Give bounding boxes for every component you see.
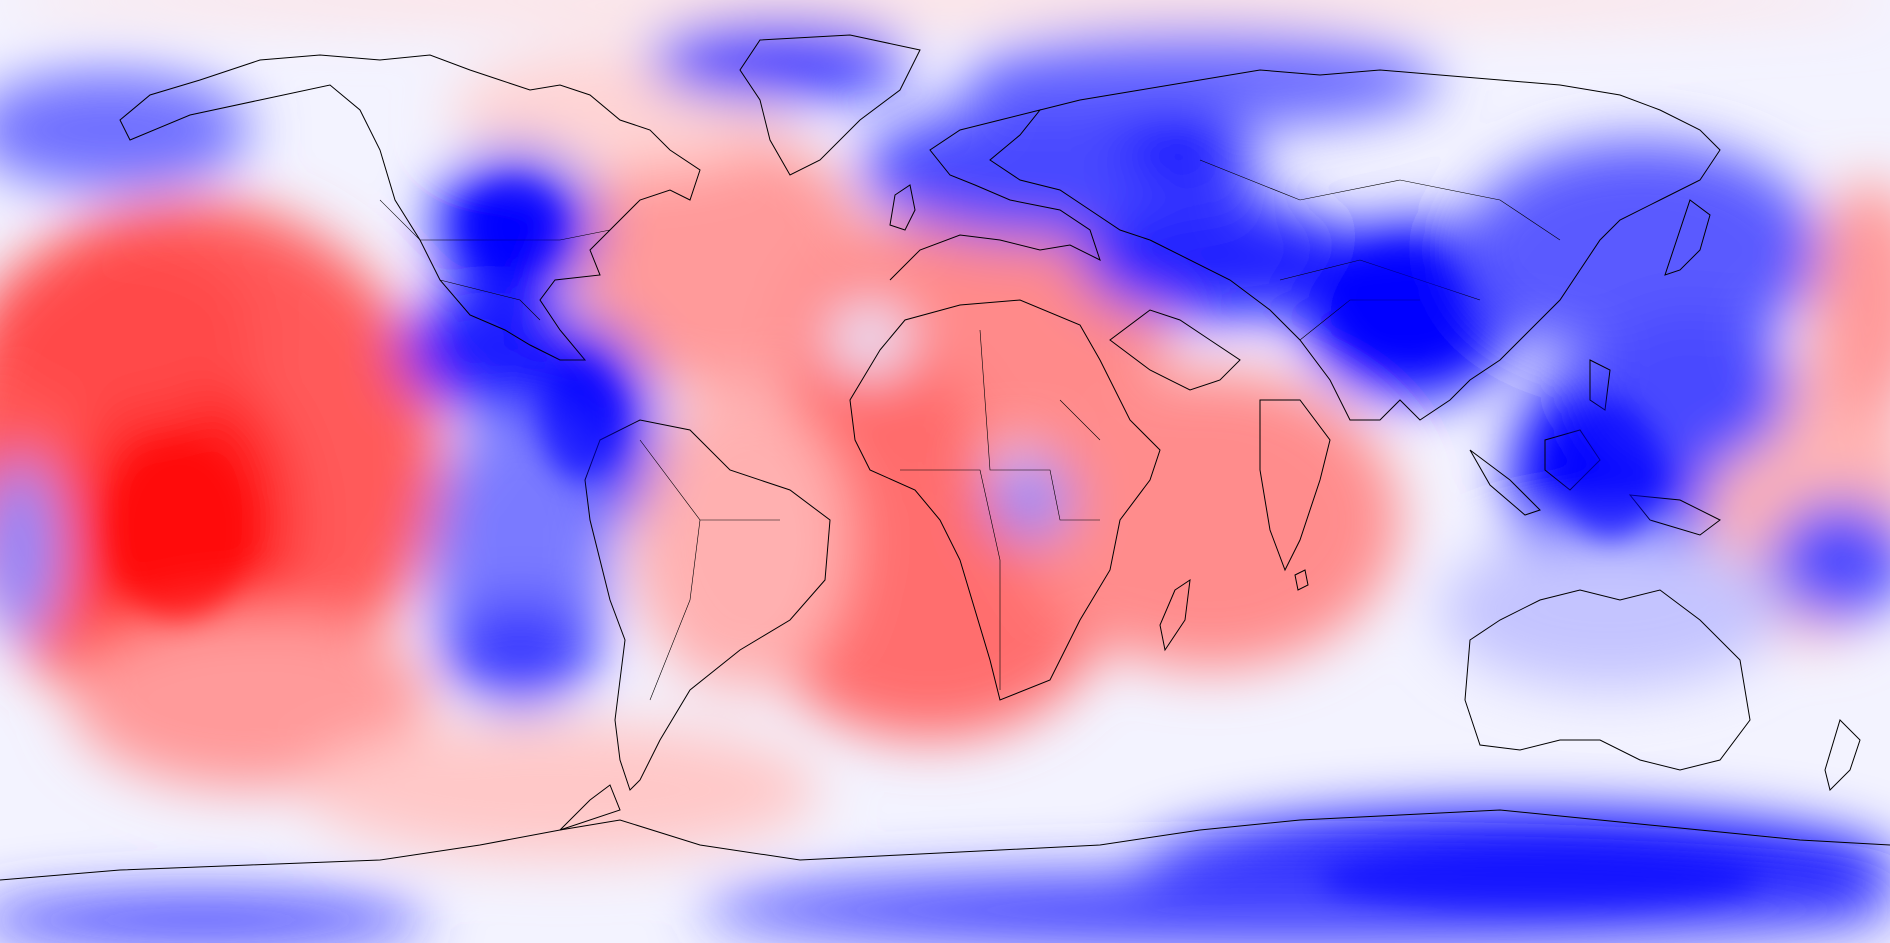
- anomaly-north-pacific-red: [0, 240, 260, 420]
- anomaly-east-pacific-dateline: [0, 460, 60, 640]
- coast-sri-lanka: [1294, 569, 1309, 591]
- coast-greenland: [739, 34, 921, 176]
- coast-australia: [1464, 589, 1751, 771]
- coast-sumatra: [1469, 449, 1541, 516]
- coast-antarctica: [0, 809, 1890, 881]
- anomaly-central-asia: [1080, 200, 1360, 320]
- border-africa: [900, 329, 1101, 690]
- coast-europe: [889, 109, 1151, 281]
- core-central-pacific: [110, 440, 250, 620]
- coast-arabia: [1109, 309, 1241, 391]
- coast-south-america: [584, 419, 831, 791]
- anomaly-southwest-pacific: [1770, 500, 1890, 620]
- core-east-antarctica: [1320, 850, 1760, 910]
- coast-madagascar: [1159, 578, 1191, 652]
- border-south-america: [639, 439, 780, 701]
- anomaly-indian-ocean: [1020, 370, 1400, 670]
- anomaly-east-asia: [1460, 140, 1820, 360]
- anomaly-south-pacific-red: [70, 610, 430, 790]
- core-south-america-west: [540, 360, 620, 480]
- anomaly-west-antarctica: [300, 720, 820, 860]
- coast-india: [1259, 399, 1331, 572]
- coast-british-isles: [889, 184, 916, 231]
- anomaly-central-africa: [990, 460, 1070, 540]
- anomaly-west-africa-blue: [830, 305, 910, 375]
- coast-japan: [1664, 199, 1711, 276]
- coast-new-zealand: [1824, 719, 1861, 791]
- coast-north-america: [119, 54, 701, 361]
- anomaly-russia-core: [1120, 110, 1240, 180]
- core-maritime-continent: [1560, 400, 1660, 540]
- anomaly-south-atlantic: [630, 390, 850, 690]
- anomaly-cores: [110, 180, 1760, 910]
- anomaly-antarctic-west-band: [0, 895, 430, 943]
- coast-antarctic-peninsula: [559, 784, 621, 831]
- anomaly-australia: [1440, 530, 1780, 690]
- anomaly-patagonia: [440, 600, 600, 700]
- anomaly-greenland-arctic: [650, 20, 910, 100]
- core-north-america-west: [470, 180, 560, 270]
- coast-africa: [849, 299, 1161, 701]
- coast-asia: [1039, 69, 1721, 421]
- anomaly-far-east-pacific: [1810, 180, 1890, 420]
- anomaly-top-band: [0, 0, 1890, 25]
- core-south-china: [1340, 250, 1460, 350]
